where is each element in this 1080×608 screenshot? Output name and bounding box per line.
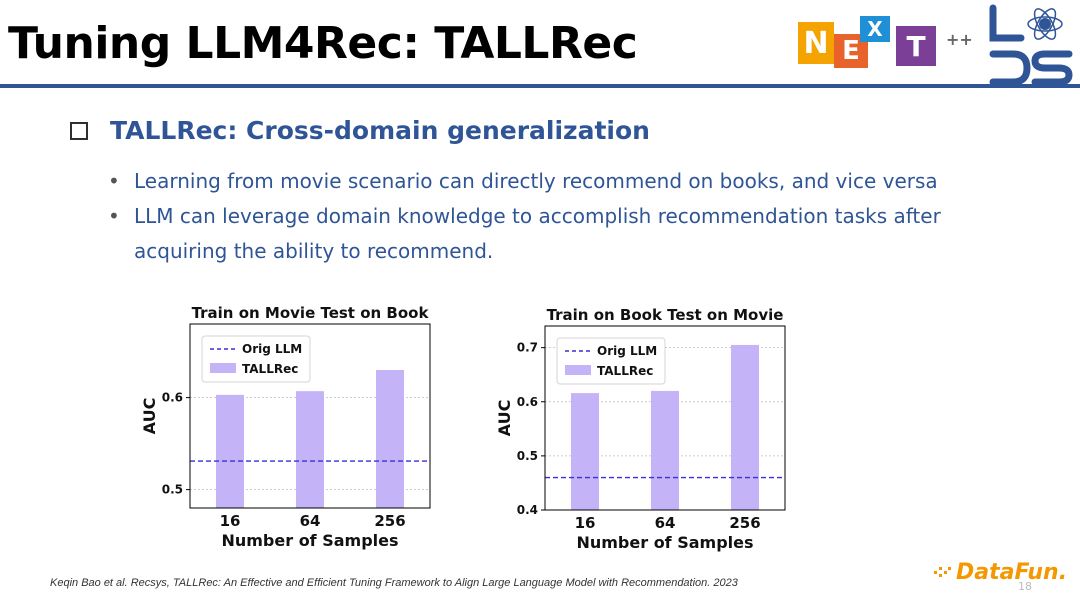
section-heading-text: TALLRec: Cross-domain generalization xyxy=(110,116,650,145)
next-logo-suffix: ++ xyxy=(946,30,973,49)
legend-tallrec-label: TALLRec xyxy=(242,362,298,376)
y-tick-label: 0.4 xyxy=(517,503,538,517)
bullet-text: LLM can leverage domain knowledge to acc… xyxy=(134,204,941,263)
chart-title: Train on Movie Test on Book xyxy=(192,304,430,322)
bullet-item: • LLM can leverage domain knowledge to a… xyxy=(108,199,948,269)
next-logo-n: N xyxy=(798,22,834,64)
bullet-list: • Learning from movie scenario can direc… xyxy=(108,164,948,269)
x-tick-label: 256 xyxy=(374,512,405,530)
chart-book-to-movie-svg: Train on Book Test on Movie 0.4 0.5 0.6 0.7 1… xyxy=(495,306,786,552)
page-number: 18 xyxy=(1018,580,1032,593)
tallrec-bar xyxy=(296,391,324,508)
x-tick-label: 64 xyxy=(300,512,321,530)
y-tick-label: 0.5 xyxy=(162,483,183,497)
tallrec-bar xyxy=(571,393,599,510)
y-tick-label: 0.6 xyxy=(162,391,183,405)
chart-book-to-movie: Train on Book Test on Movie 0.4 0.5 0.6 0.7 1… xyxy=(490,302,810,561)
x-tick-label: 16 xyxy=(575,514,596,532)
plot-frame xyxy=(189,323,431,509)
x-tick-label: 256 xyxy=(729,514,760,532)
y-tick-label: 0.6 xyxy=(517,395,538,409)
chart-movie-to-book: Train on Movie Test on Book 0.5 0.6 16 64 256… xyxy=(135,300,455,559)
bullet-dot-icon: • xyxy=(108,169,120,193)
next-logo-x: X xyxy=(860,16,890,42)
next-logo-t: T xyxy=(896,26,936,66)
section-heading: TALLRec: Cross-domain generalization xyxy=(70,116,650,145)
tallrec-bar xyxy=(731,344,759,510)
tallrec-bar xyxy=(216,394,244,508)
lds-logo xyxy=(983,2,1078,92)
chart-movie-to-book-svg: Train on Movie Test on Book 0.5 0.6 16 64 256… xyxy=(140,304,431,550)
datafun-logo: DataFun. xyxy=(934,560,1067,585)
tallrec-bar xyxy=(651,390,679,510)
y-tick-label: 0.5 xyxy=(517,449,538,463)
legend-bar-swatch xyxy=(210,363,236,373)
legend-bar-swatch xyxy=(565,365,591,375)
tallrec-bar xyxy=(376,370,404,508)
y-axis-label: AUC xyxy=(140,398,159,435)
x-tick-label: 64 xyxy=(655,514,676,532)
bullet-dot-icon: • xyxy=(108,204,120,228)
y-axis-label: AUC xyxy=(495,400,514,437)
title-rule xyxy=(0,84,1080,88)
x-tick-label: 16 xyxy=(220,512,241,530)
legend-tallrec-label: TALLRec xyxy=(597,364,653,378)
datafun-brand-text: DataFun. xyxy=(956,560,1068,585)
checkbox-bullet-icon xyxy=(70,121,88,140)
x-axis-label: Number of Samples xyxy=(221,531,398,550)
chart-title: Train on Book Test on Movie xyxy=(547,306,784,324)
y-tick-label: 0.7 xyxy=(517,341,538,355)
legend-orig-llm-label: Orig LLM xyxy=(242,342,302,356)
bullet-item: • Learning from movie scenario can direc… xyxy=(108,164,948,199)
legend-orig-llm-label: Orig LLM xyxy=(597,344,657,358)
footer-citation: Keqin Bao et al. Recsys, TALLRec: An Eff… xyxy=(50,577,738,589)
next-logo-e: E xyxy=(834,34,868,68)
bullet-text: Learning from movie scenario can directl… xyxy=(134,169,938,193)
slide-title: Tuning LLM4Rec: TALLRec xyxy=(8,18,638,69)
datafun-dots-icon xyxy=(934,566,951,577)
x-axis-label: Number of Samples xyxy=(576,533,753,552)
plot-frame xyxy=(544,325,786,511)
